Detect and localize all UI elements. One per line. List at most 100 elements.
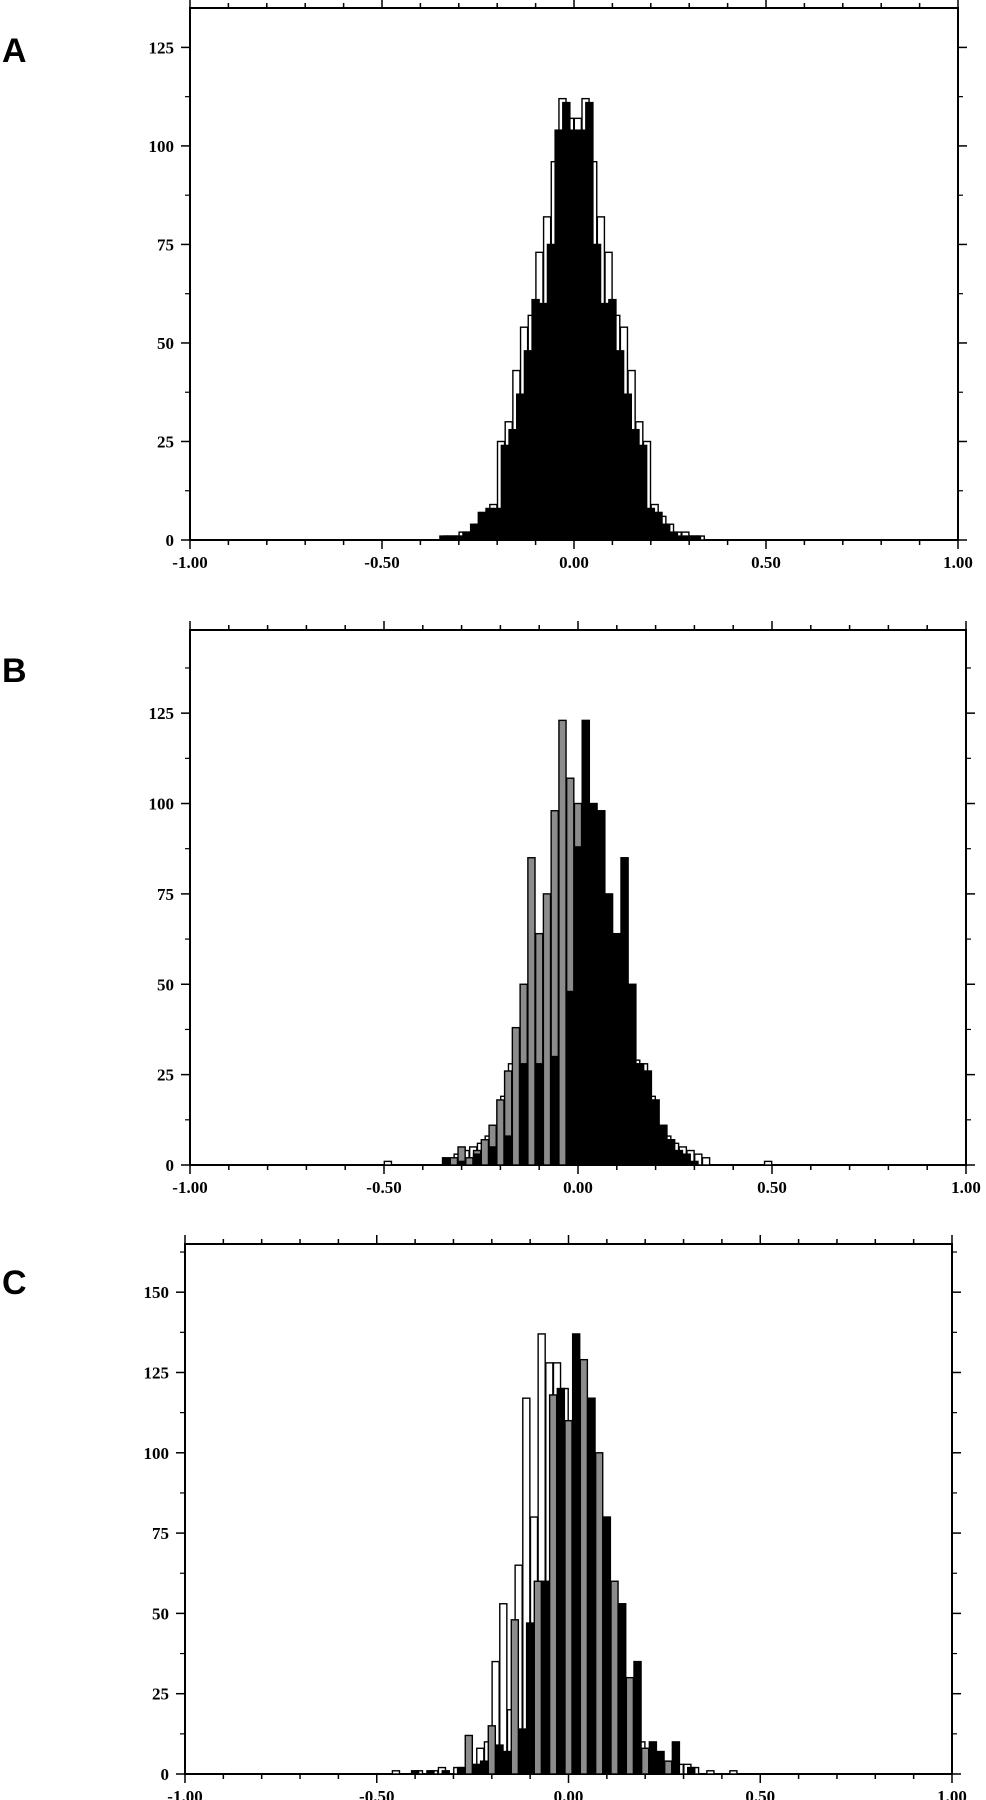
x-tick-label: -0.50	[366, 1178, 401, 1197]
histogram-bar	[654, 511, 663, 541]
histogram-bar	[620, 857, 629, 1166]
histogram-bar	[592, 243, 602, 541]
histogram-bar	[465, 1157, 474, 1166]
histogram-bar	[692, 535, 702, 541]
histogram-bar	[554, 129, 563, 541]
histogram-bar	[587, 1397, 596, 1775]
histogram-bar	[661, 523, 671, 541]
y-tick-label: 25	[157, 432, 174, 451]
histogram-bar	[600, 302, 609, 541]
x-tick-label: 0.00	[563, 1178, 593, 1197]
histogram-bar	[684, 535, 694, 541]
histogram-bar	[677, 535, 686, 541]
y-tick-label: 50	[157, 334, 174, 353]
histogram-bar	[426, 1770, 435, 1775]
histogram-bar	[457, 1160, 466, 1166]
histogram-bar	[633, 1660, 642, 1775]
y-tick-label: 50	[152, 1604, 169, 1623]
x-tick-label: 1.00	[943, 553, 973, 572]
histogram-bar	[500, 444, 510, 541]
histogram-bar	[669, 531, 679, 541]
histogram-bar	[383, 1160, 393, 1166]
histogram-bar	[556, 1387, 566, 1775]
histogram-bar	[518, 1728, 527, 1775]
histogram-bar	[492, 507, 502, 541]
histogram-bar	[449, 1157, 459, 1166]
y-tick-label: 25	[157, 1066, 174, 1085]
histogram-bar	[648, 1741, 658, 1775]
histogram-bar	[585, 101, 594, 541]
histogram-bar	[581, 719, 591, 1166]
histogram-bar	[608, 298, 617, 541]
histogram-bar	[485, 507, 494, 541]
x-tick-label: -1.00	[167, 1787, 202, 1800]
x-tick-label: 1.00	[937, 1787, 967, 1800]
histogram-chart: -1.00 -0.50 0.00 0.50 1.00 0 25 50 75 100 125	[149, 0, 973, 572]
x-tick-label: -1.00	[172, 553, 207, 572]
panel-label: C	[2, 1264, 27, 1302]
histogram-bar	[610, 1580, 619, 1775]
histogram-bar	[508, 428, 517, 541]
histogram-bar	[565, 990, 575, 1166]
histogram-bar	[502, 1750, 512, 1775]
histogram-bar	[594, 1452, 604, 1775]
histogram-bar	[527, 857, 536, 1166]
histogram-bar	[674, 1149, 684, 1166]
histogram-bar	[558, 719, 567, 1166]
y-tick-label: 25	[152, 1685, 169, 1704]
histogram-bar	[643, 1070, 653, 1166]
y-tick-label: 50	[157, 975, 174, 994]
y-tick-label: 150	[144, 1283, 170, 1302]
histogram-bar	[495, 1744, 504, 1775]
histogram-bar	[690, 1160, 699, 1166]
histogram-bar	[542, 893, 552, 1166]
y-tick-label: 125	[144, 1363, 170, 1382]
histogram-bar	[533, 1580, 543, 1775]
histogram-bar	[589, 802, 598, 1166]
histogram-bar	[410, 1770, 420, 1775]
y-tick-label: 125	[149, 38, 175, 57]
histogram-bar	[488, 1146, 497, 1166]
x-tick-label: 1.00	[951, 1178, 981, 1197]
panel-label: B	[2, 652, 27, 690]
histogram-bar	[640, 1747, 650, 1775]
histogram-bar	[541, 1580, 550, 1775]
histogram-bar	[646, 507, 656, 541]
histogram-bar	[656, 1750, 665, 1775]
y-tick-label: 100	[149, 795, 175, 814]
histogram-bar	[469, 523, 479, 541]
histogram-bar	[569, 129, 579, 541]
histogram-bar	[671, 1741, 681, 1775]
histogram-bar	[462, 531, 471, 541]
histogram-bar	[439, 535, 448, 541]
histogram-bar	[464, 1734, 474, 1775]
histogram-bar	[663, 1760, 673, 1775]
histogram-bar	[391, 1770, 401, 1775]
histogram-bar	[682, 1153, 691, 1166]
y-tick-label: 100	[144, 1444, 170, 1463]
histogram-bar	[666, 1139, 676, 1166]
histogram-bar	[525, 1622, 535, 1775]
y-tick-label: 75	[157, 885, 174, 904]
histogram-bar	[564, 1419, 573, 1775]
histogram-bar	[479, 1760, 489, 1775]
y-tick-label: 75	[152, 1524, 169, 1543]
histogram-bar	[523, 350, 533, 541]
histogram-bar	[701, 1157, 711, 1166]
histogram-bar	[454, 535, 464, 541]
histogram-bar	[628, 983, 637, 1166]
y-tick-label: 125	[149, 704, 175, 723]
x-tick-label: -1.00	[172, 1178, 207, 1197]
histogram-bar	[651, 1099, 660, 1166]
panel-b: B -1.00 -0.50 0.00 0.50 1.00 0 25 50 75 100 125	[0, 600, 986, 1200]
histogram-bar	[659, 1124, 668, 1166]
histogram-bar	[519, 1063, 528, 1166]
y-tick-label: 0	[166, 1156, 175, 1175]
histogram-bar	[487, 1725, 497, 1775]
histogram-bar	[441, 1770, 451, 1775]
histogram-bar	[480, 1139, 490, 1166]
panel-a: A -1.00 -0.50 0.00 0.50 1.00 0 25 50 75 100 125	[0, 0, 986, 572]
x-tick-label: -0.50	[364, 553, 399, 572]
histogram-bar	[625, 1676, 635, 1775]
histogram-chart: -1.00 -0.50 0.00 0.50 1.00 0 25 50 75 100 125 150	[144, 1235, 967, 1800]
